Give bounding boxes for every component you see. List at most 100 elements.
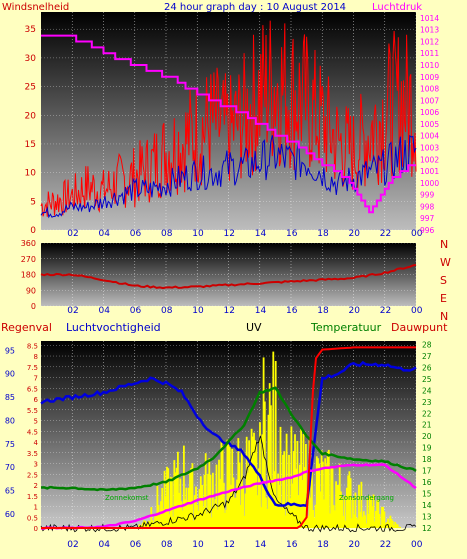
direction-axis-tick: 360 xyxy=(21,239,36,248)
x-tick-label: 14 xyxy=(255,229,267,239)
x-tick-label: 12 xyxy=(224,306,235,316)
rain-label: Regenval xyxy=(1,321,52,334)
wind-axis-tick: 0 xyxy=(30,226,36,236)
x-tick-label: 18 xyxy=(317,540,329,550)
rain-axis-tick: 1.5 xyxy=(27,493,38,501)
direction-axis-tick: 90 xyxy=(26,286,36,295)
x-tick-label: 04 xyxy=(99,229,111,239)
x-tick-label: 12 xyxy=(224,229,235,239)
x-tick-label: 08 xyxy=(161,540,173,550)
pressure-title: Luchtdruk xyxy=(372,2,422,13)
x-tick-label: 06 xyxy=(130,540,142,550)
temperature-axis-tick: 25 xyxy=(422,375,432,384)
x-tick-label: 14 xyxy=(255,306,267,316)
rain-axis-tick: 0.5 xyxy=(27,514,38,522)
x-tick-label: 18 xyxy=(317,229,329,239)
temperature-axis-tick: 17 xyxy=(422,467,432,476)
x-tick-label: 04 xyxy=(99,540,111,550)
rain-axis-tick: 8.5 xyxy=(27,342,38,350)
pressure-axis-tick: 1009 xyxy=(420,73,439,82)
pressure-axis-tick: 999 xyxy=(420,191,435,200)
humidity-axis-tick: 75 xyxy=(5,440,15,449)
wind-axis-tick: 35 xyxy=(25,25,36,35)
x-tick-label: 10 xyxy=(192,229,204,239)
humidity-axis-tick: 65 xyxy=(5,487,15,496)
humidity-axis-tick: 85 xyxy=(5,393,15,402)
direction-axis-tick: 270 xyxy=(21,255,36,264)
wind-speed-title: Windsnelheid xyxy=(2,2,69,13)
pressure-axis-tick: 1005 xyxy=(420,120,439,129)
pressure-axis-tick: 1006 xyxy=(420,108,439,117)
pressure-axis-tick: 1007 xyxy=(420,96,439,105)
rain-axis-tick: 6 xyxy=(34,396,39,404)
temperature-axis-tick: 15 xyxy=(422,490,432,499)
temperature-axis-tick: 18 xyxy=(422,455,432,464)
x-tick-label: 20 xyxy=(349,540,361,550)
x-tick-label: 02 xyxy=(67,229,78,239)
wind-axis-tick: 10 xyxy=(25,169,37,179)
x-tick-label: 00 xyxy=(411,540,423,550)
x-tick-label: 14 xyxy=(255,540,267,550)
temperature-axis-tick: 26 xyxy=(422,363,432,372)
humidity-axis-tick: 90 xyxy=(5,370,15,379)
pressure-axis-tick: 997 xyxy=(420,214,435,223)
x-tick-label: 20 xyxy=(349,306,361,316)
rain-axis-tick: 2.5 xyxy=(27,471,38,479)
temperature-axis-tick: 12 xyxy=(422,524,432,533)
rain-axis-tick: 4 xyxy=(34,439,39,447)
rain-axis-tick: 0 xyxy=(34,525,38,533)
x-tick-label: 22 xyxy=(380,540,391,550)
rain-axis-tick: 4.5 xyxy=(27,428,38,436)
x-tick-label: 16 xyxy=(286,229,298,239)
x-tick-label: 06 xyxy=(130,306,142,316)
rain-axis-tick: 8 xyxy=(34,353,38,361)
solar-bar xyxy=(192,463,194,528)
rain-axis-tick: 3 xyxy=(34,461,38,469)
wind-axis-tick: 30 xyxy=(25,54,37,64)
pressure-axis-tick: 1001 xyxy=(420,167,439,176)
pressure-axis-tick: 1012 xyxy=(420,37,439,46)
pressure-axis-tick: 1004 xyxy=(420,132,439,141)
rain-axis-tick: 7.5 xyxy=(27,364,38,372)
rain-axis-tick: 3.5 xyxy=(27,450,38,458)
x-tick-label: 04 xyxy=(99,306,111,316)
x-tick-label: 00 xyxy=(411,306,423,316)
pressure-axis-tick: 998 xyxy=(420,202,435,211)
pressure-axis-tick: 1002 xyxy=(420,155,439,164)
x-tick-label: 02 xyxy=(67,306,78,316)
dewpoint-label: Dauwpunt xyxy=(391,321,448,334)
temperature-axis-tick: 13 xyxy=(422,513,432,522)
pressure-axis-tick: 1010 xyxy=(420,61,439,70)
sunset-annotation: Zonsondergang xyxy=(339,494,394,502)
sunrise-annotation: Zonnekomst xyxy=(105,494,149,502)
compass-letter: E xyxy=(440,292,447,305)
x-tick-label: 08 xyxy=(161,306,173,316)
temperature-axis-tick: 16 xyxy=(422,478,432,487)
rain-axis-tick: 7 xyxy=(34,375,38,383)
x-tick-label: 22 xyxy=(380,229,391,239)
temperature-axis-tick: 23 xyxy=(422,398,432,407)
wind-axis-tick: 5 xyxy=(30,197,36,207)
temperature-axis-tick: 22 xyxy=(422,409,432,418)
temperature-axis-tick: 20 xyxy=(422,432,432,441)
direction-axis-tick: 180 xyxy=(21,271,36,280)
x-tick-label: 08 xyxy=(161,229,173,239)
uv-label: UV xyxy=(246,321,262,334)
rain-axis-tick: 6.5 xyxy=(27,385,38,393)
temperature-axis-tick: 27 xyxy=(422,352,432,361)
x-tick-label: 06 xyxy=(130,229,142,239)
wind-axis-tick: 25 xyxy=(25,83,36,93)
x-tick-label: 10 xyxy=(192,306,204,316)
compass-letter: S xyxy=(440,274,447,287)
solar-bar xyxy=(399,527,401,528)
x-tick-label: 12 xyxy=(224,540,235,550)
rain-axis-tick: 5 xyxy=(34,418,38,426)
pressure-axis-tick: 1003 xyxy=(420,144,439,153)
temperature-axis-tick: 14 xyxy=(422,501,432,510)
x-tick-label: 16 xyxy=(286,306,298,316)
x-tick-label: 10 xyxy=(192,540,204,550)
x-tick-label: 18 xyxy=(317,306,329,316)
temperature-axis-tick: 21 xyxy=(422,421,432,430)
